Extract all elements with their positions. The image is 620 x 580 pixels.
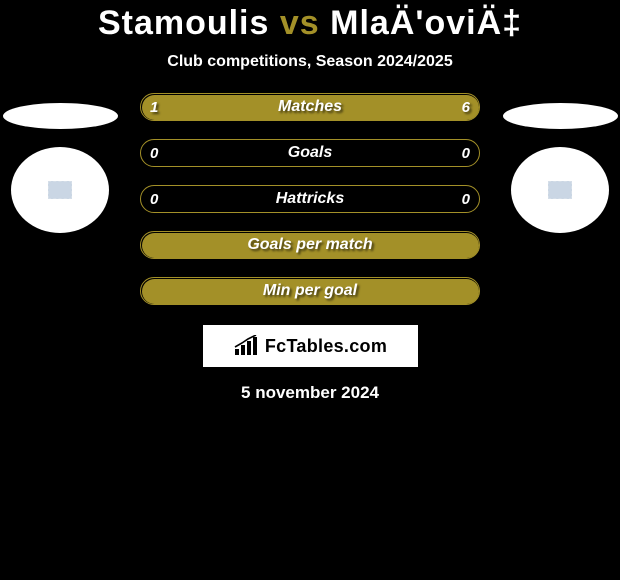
stat-bar: Min per goal — [140, 277, 480, 305]
bar-value-left: 0 — [150, 185, 158, 213]
comparison-content: Matches16Goals00Hattricks00Goals per mat… — [0, 93, 620, 305]
player2-badges — [500, 93, 620, 233]
bar-value-right: 0 — [462, 139, 470, 167]
bar-label: Matches — [140, 93, 480, 121]
subtitle: Club competitions, Season 2024/2025 — [0, 53, 620, 71]
bar-value-right: 0 — [462, 185, 470, 213]
stat-bar: Matches1 6 — [140, 93, 480, 121]
placeholder-icon — [548, 181, 572, 199]
player1-name: Stamoulis — [98, 4, 269, 42]
bar-label: Min per goal — [140, 277, 480, 305]
stat-bar: Goals0 0 — [140, 139, 480, 167]
comparison-title: Stamoulis vs MlaÄ'oviÄ‡ — [0, 4, 620, 43]
player1-badges — [0, 93, 120, 233]
bar-label: Goals per match — [140, 231, 480, 259]
bar-label: Goals — [140, 139, 480, 167]
player1-avatar-placeholder — [11, 147, 109, 233]
player2-name: MlaÄ'oviÄ‡ — [330, 4, 522, 42]
placeholder-icon — [48, 181, 72, 199]
stat-bar: Goals per match — [140, 231, 480, 259]
brand-text: FcTables.com — [265, 336, 387, 357]
player2-name-plate — [503, 103, 618, 129]
stat-bar: Hattricks0 0 — [140, 185, 480, 213]
bar-value-left: 0 — [150, 139, 158, 167]
player2-avatar-placeholder — [511, 147, 609, 233]
bar-value-left: 1 — [150, 93, 158, 121]
bar-value-right: 6 — [462, 93, 470, 121]
chart-icon — [233, 335, 259, 357]
vs-text: vs — [280, 4, 320, 42]
stat-bars: Matches16Goals00Hattricks00Goals per mat… — [140, 93, 480, 305]
bar-label: Hattricks — [140, 185, 480, 213]
brand-footer: FcTables.com — [203, 325, 418, 367]
player1-name-plate — [3, 103, 118, 129]
footer-date: 5 november 2024 — [0, 383, 620, 403]
